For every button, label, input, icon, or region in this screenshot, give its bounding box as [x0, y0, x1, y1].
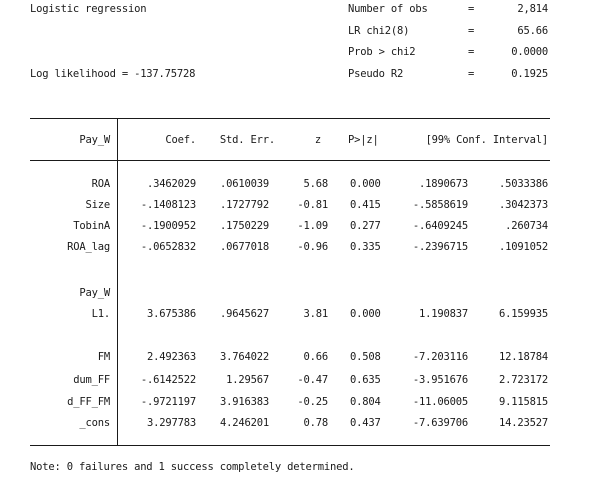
row-ci-high: 2.723172 — [499, 374, 548, 386]
row-ci-high: 9.115815 — [499, 396, 548, 408]
header-depvar: Pay_W — [79, 134, 110, 146]
row-se: .1727792 — [220, 199, 269, 211]
row-z: 5.68 — [303, 178, 329, 190]
row-var: L1. — [91, 308, 111, 320]
header-ci: [99% Conf. Interval] — [425, 134, 549, 146]
stat-label-lr: LR chi2(8) — [348, 25, 410, 37]
row-var: dum_FF — [73, 374, 110, 386]
row-ci-low: -.2396715 — [412, 241, 468, 253]
row-p: 0.277 — [350, 220, 381, 232]
row-z: 0.78 — [303, 417, 329, 429]
row-var: ROA — [91, 178, 111, 190]
stat-value-r2: 0.1925 — [511, 68, 548, 80]
row-p: 0.635 — [350, 374, 381, 386]
model-title: Logistic regression — [30, 3, 147, 15]
row-z: 3.81 — [303, 308, 329, 320]
header-p: P>|z| — [348, 134, 379, 146]
row-var: FM — [97, 351, 110, 363]
stat-label-r2: Pseudo R2 — [348, 68, 404, 80]
stat-value-prob: 0.0000 — [511, 46, 548, 58]
row-ci-high: .3042373 — [499, 199, 548, 211]
row-p: 0.335 — [350, 241, 381, 253]
row-se: 3.764022 — [220, 351, 269, 363]
row-se: .0610039 — [220, 178, 269, 190]
row-p: 0.415 — [350, 199, 381, 211]
row-var: TobinA — [73, 220, 110, 232]
row-ci-low: -3.951676 — [412, 374, 468, 386]
row-coef: .3462029 — [147, 178, 196, 190]
row-ci-low: 1.190837 — [419, 308, 468, 320]
table-header-rule — [30, 160, 550, 161]
row-ci-low: -.6409245 — [412, 220, 468, 232]
row-coef: -.1408123 — [140, 199, 196, 211]
row-var: _cons — [79, 417, 110, 429]
row-ci-low: -7.639706 — [412, 417, 468, 429]
row-ci-low: -7.203116 — [412, 351, 468, 363]
row-se: 3.916383 — [220, 396, 269, 408]
row-se: .9645627 — [220, 308, 269, 320]
stat-value-lr: 65.66 — [517, 25, 548, 37]
row-p: 0.437 — [350, 417, 381, 429]
row-z: -1.09 — [297, 220, 328, 232]
row-ci-high: .1091052 — [499, 241, 548, 253]
stat-eq-obs: = — [468, 3, 475, 15]
stat-value-obs: 2,814 — [517, 3, 548, 15]
row-ci-high: 12.18784 — [499, 351, 548, 363]
row-se: .0677018 — [220, 241, 269, 253]
row-coef: 3.297783 — [147, 417, 196, 429]
row-coef: -.6142522 — [140, 374, 196, 386]
row-ci-high: .260734 — [505, 220, 548, 232]
stat-label-obs: Number of obs — [348, 3, 428, 15]
row-z: 0.66 — [303, 351, 329, 363]
header-z: z — [314, 134, 321, 146]
row-var: d_FF_FM — [67, 396, 110, 408]
row-p: 0.508 — [350, 351, 381, 363]
row-ci-high: .5033386 — [499, 178, 548, 190]
header-coef: Coef. — [165, 134, 196, 146]
row-se: 1.29567 — [226, 374, 269, 386]
row-z: -0.47 — [297, 374, 328, 386]
row-se: .1750229 — [220, 220, 269, 232]
stat-eq-prob: = — [468, 46, 475, 58]
row-z: -0.81 — [297, 199, 328, 211]
row-ci-low: -11.06005 — [412, 396, 468, 408]
row-coef: 3.675386 — [147, 308, 196, 320]
table-bottom-rule — [30, 445, 550, 446]
row-var: ROA_lag — [67, 241, 110, 253]
row-ci-high: 14.23527 — [499, 417, 548, 429]
lag-var-header: Pay_W — [79, 287, 110, 299]
row-z: -0.25 — [297, 396, 328, 408]
row-se: 4.246201 — [220, 417, 269, 429]
row-coef: -.9721197 — [140, 396, 196, 408]
row-coef: 2.492363 — [147, 351, 196, 363]
stat-eq-lr: = — [468, 25, 475, 37]
row-ci-high: 6.159935 — [499, 308, 548, 320]
row-p: 0.000 — [350, 308, 381, 320]
stat-label-prob: Prob > chi2 — [348, 46, 416, 58]
row-p: 0.000 — [350, 178, 381, 190]
row-coef: -.0652832 — [140, 241, 196, 253]
row-var: Size — [85, 199, 111, 211]
row-ci-low: -.5858619 — [412, 199, 468, 211]
table-top-rule — [30, 118, 550, 119]
row-coef: -.1900952 — [140, 220, 196, 232]
row-ci-low: .1890673 — [419, 178, 468, 190]
row-p: 0.804 — [350, 396, 381, 408]
header-se: Std. Err. — [219, 134, 275, 146]
stat-eq-r2: = — [468, 68, 475, 80]
log-likelihood: Log likelihood = -137.75728 — [30, 68, 196, 80]
table-column-divider — [117, 118, 118, 445]
row-z: -0.96 — [297, 241, 328, 253]
footnote: Note: 0 failures and 1 success completel… — [30, 461, 355, 473]
